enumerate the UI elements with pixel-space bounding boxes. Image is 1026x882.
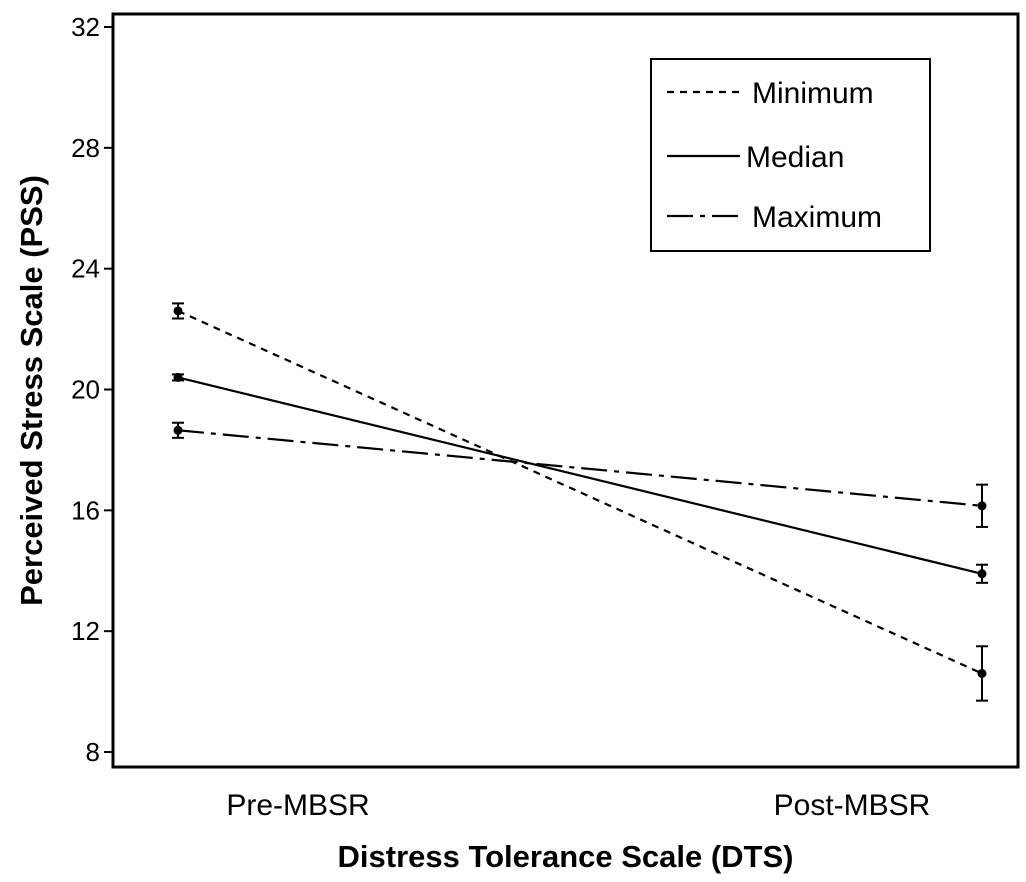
y-tick-label: 24 [71,254,100,284]
series-minimum [172,302,988,702]
y-tick-label: 16 [71,495,100,525]
legend-label: Median [746,141,844,174]
y-tick-label: 8 [86,737,100,767]
series-line [177,429,983,507]
x-category-label: Post-MBSR [774,789,931,822]
x-category-labels: Pre-MBSR Post-MBSR [226,789,930,822]
legend: Minimum Median Maximum [650,58,931,252]
data-point [977,668,987,678]
y-tick-label: 28 [71,133,100,163]
data-point [977,501,987,511]
y-tick-label: 12 [71,616,100,646]
series-line [177,309,983,675]
data-point [173,372,183,382]
legend-label: Maximum [752,201,882,234]
x-category-label: Pre-MBSR [226,789,369,822]
y-axis-title: Perceived Stress Scale (PSS) [14,175,49,606]
series-median [172,372,988,584]
y-tick-label: 32 [71,12,100,42]
legend-label: Minimum [752,77,874,110]
data-point [977,569,987,579]
series-line [177,376,983,575]
y-tick-label: 20 [71,375,100,405]
y-ticks: 8 12 16 20 24 28 32 [71,12,113,767]
data-point [173,425,183,435]
data-point [173,306,183,316]
series-lines [172,302,988,702]
series-maximum [172,421,988,528]
x-axis-title: Distress Tolerance Scale (DTS) [338,839,794,874]
